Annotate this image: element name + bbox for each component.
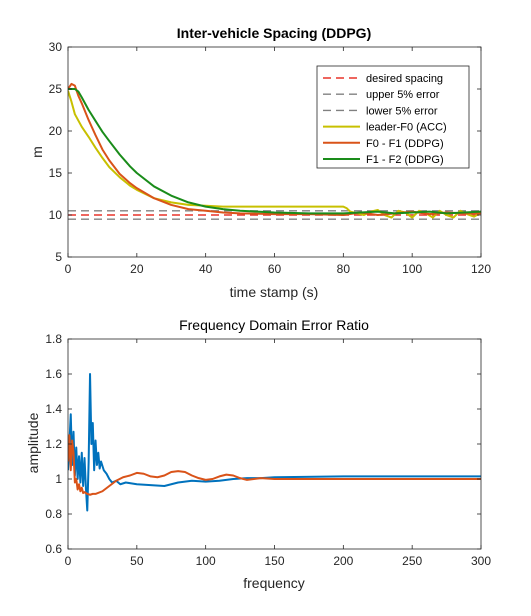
x-tick-label: 100 xyxy=(402,262,422,276)
series-line-2 xyxy=(68,434,481,496)
x-tick-label: 0 xyxy=(65,554,72,568)
series-group xyxy=(68,82,481,220)
spacing-plot-area xyxy=(68,82,481,220)
y-tick-label: 0.8 xyxy=(45,507,62,521)
y-axis-label: m xyxy=(29,146,45,158)
legend-box xyxy=(316,65,470,169)
y-tick-label: 0.6 xyxy=(45,542,62,556)
x-tick-label: 150 xyxy=(264,554,284,568)
x-axis-label: frequency xyxy=(243,575,304,591)
y-tick-label: 1.2 xyxy=(45,437,62,451)
legend-label: leader-F0 (ACC) xyxy=(366,122,447,134)
x-tick-label: 60 xyxy=(268,262,282,276)
x-tick-label: 0 xyxy=(65,262,72,276)
x-tick-label: 120 xyxy=(471,262,491,276)
legend-label: desired spacing xyxy=(366,73,443,85)
series-line-1 xyxy=(68,373,481,512)
y-axis-label: amplitude xyxy=(25,412,41,473)
x-tick-label: 200 xyxy=(333,554,353,568)
legend-label: F1 - F2 (DDPG) xyxy=(366,154,444,166)
legend-label: lower 5% error xyxy=(366,105,438,117)
x-tick-label: 100 xyxy=(196,554,216,568)
series-line-f1-f2-ddpg xyxy=(68,88,481,215)
y-tick-label: 5 xyxy=(55,250,62,264)
x-tick-label: 50 xyxy=(130,554,144,568)
y-tick-label: 1.4 xyxy=(45,402,62,416)
x-tick-label: 40 xyxy=(199,262,213,276)
spacing-chart: Inter-vehicle Spacing (DDPG) time stamp … xyxy=(29,25,491,300)
y-tick-label: 1.8 xyxy=(45,332,62,346)
y-tick-label: 1 xyxy=(55,472,62,486)
x-axis-label: time stamp (s) xyxy=(230,284,319,300)
y-tick-label: 15 xyxy=(49,166,63,180)
series-group xyxy=(68,373,481,512)
legend-label: F0 - F1 (DDPG) xyxy=(366,138,444,150)
chart-title: Frequency Domain Error Ratio xyxy=(179,317,369,333)
spacing-axes: 0 20 40 60 80 100 120 5 10 15 20 25 30 xyxy=(49,40,492,276)
frequency-chart: Frequency Domain Error Ratio frequency a… xyxy=(25,317,491,591)
frequency-axes: 0 50 100 150 200 250 300 0.6 0.8 1 1.2 1.4 1.6 1.8 xyxy=(45,332,491,568)
x-tick-label: 20 xyxy=(130,262,144,276)
legend-label: upper 5% error xyxy=(366,89,440,101)
chart-title: Inter-vehicle Spacing (DDPG) xyxy=(177,25,371,41)
y-tick-label: 10 xyxy=(49,208,63,222)
y-tick-label: 1.6 xyxy=(45,367,62,381)
legend: desired spacing upper 5% error lower 5% er… xyxy=(316,65,470,169)
y-tick-label: 25 xyxy=(49,82,63,96)
frequency-plot-area xyxy=(68,373,481,512)
x-tick-label: 80 xyxy=(337,262,351,276)
y-tick-label: 20 xyxy=(49,124,63,138)
y-tick-label: 30 xyxy=(49,40,63,54)
series-line-leader-f0-acc xyxy=(68,90,481,219)
x-tick-label: 250 xyxy=(402,554,422,568)
x-tick-label: 300 xyxy=(471,554,491,568)
